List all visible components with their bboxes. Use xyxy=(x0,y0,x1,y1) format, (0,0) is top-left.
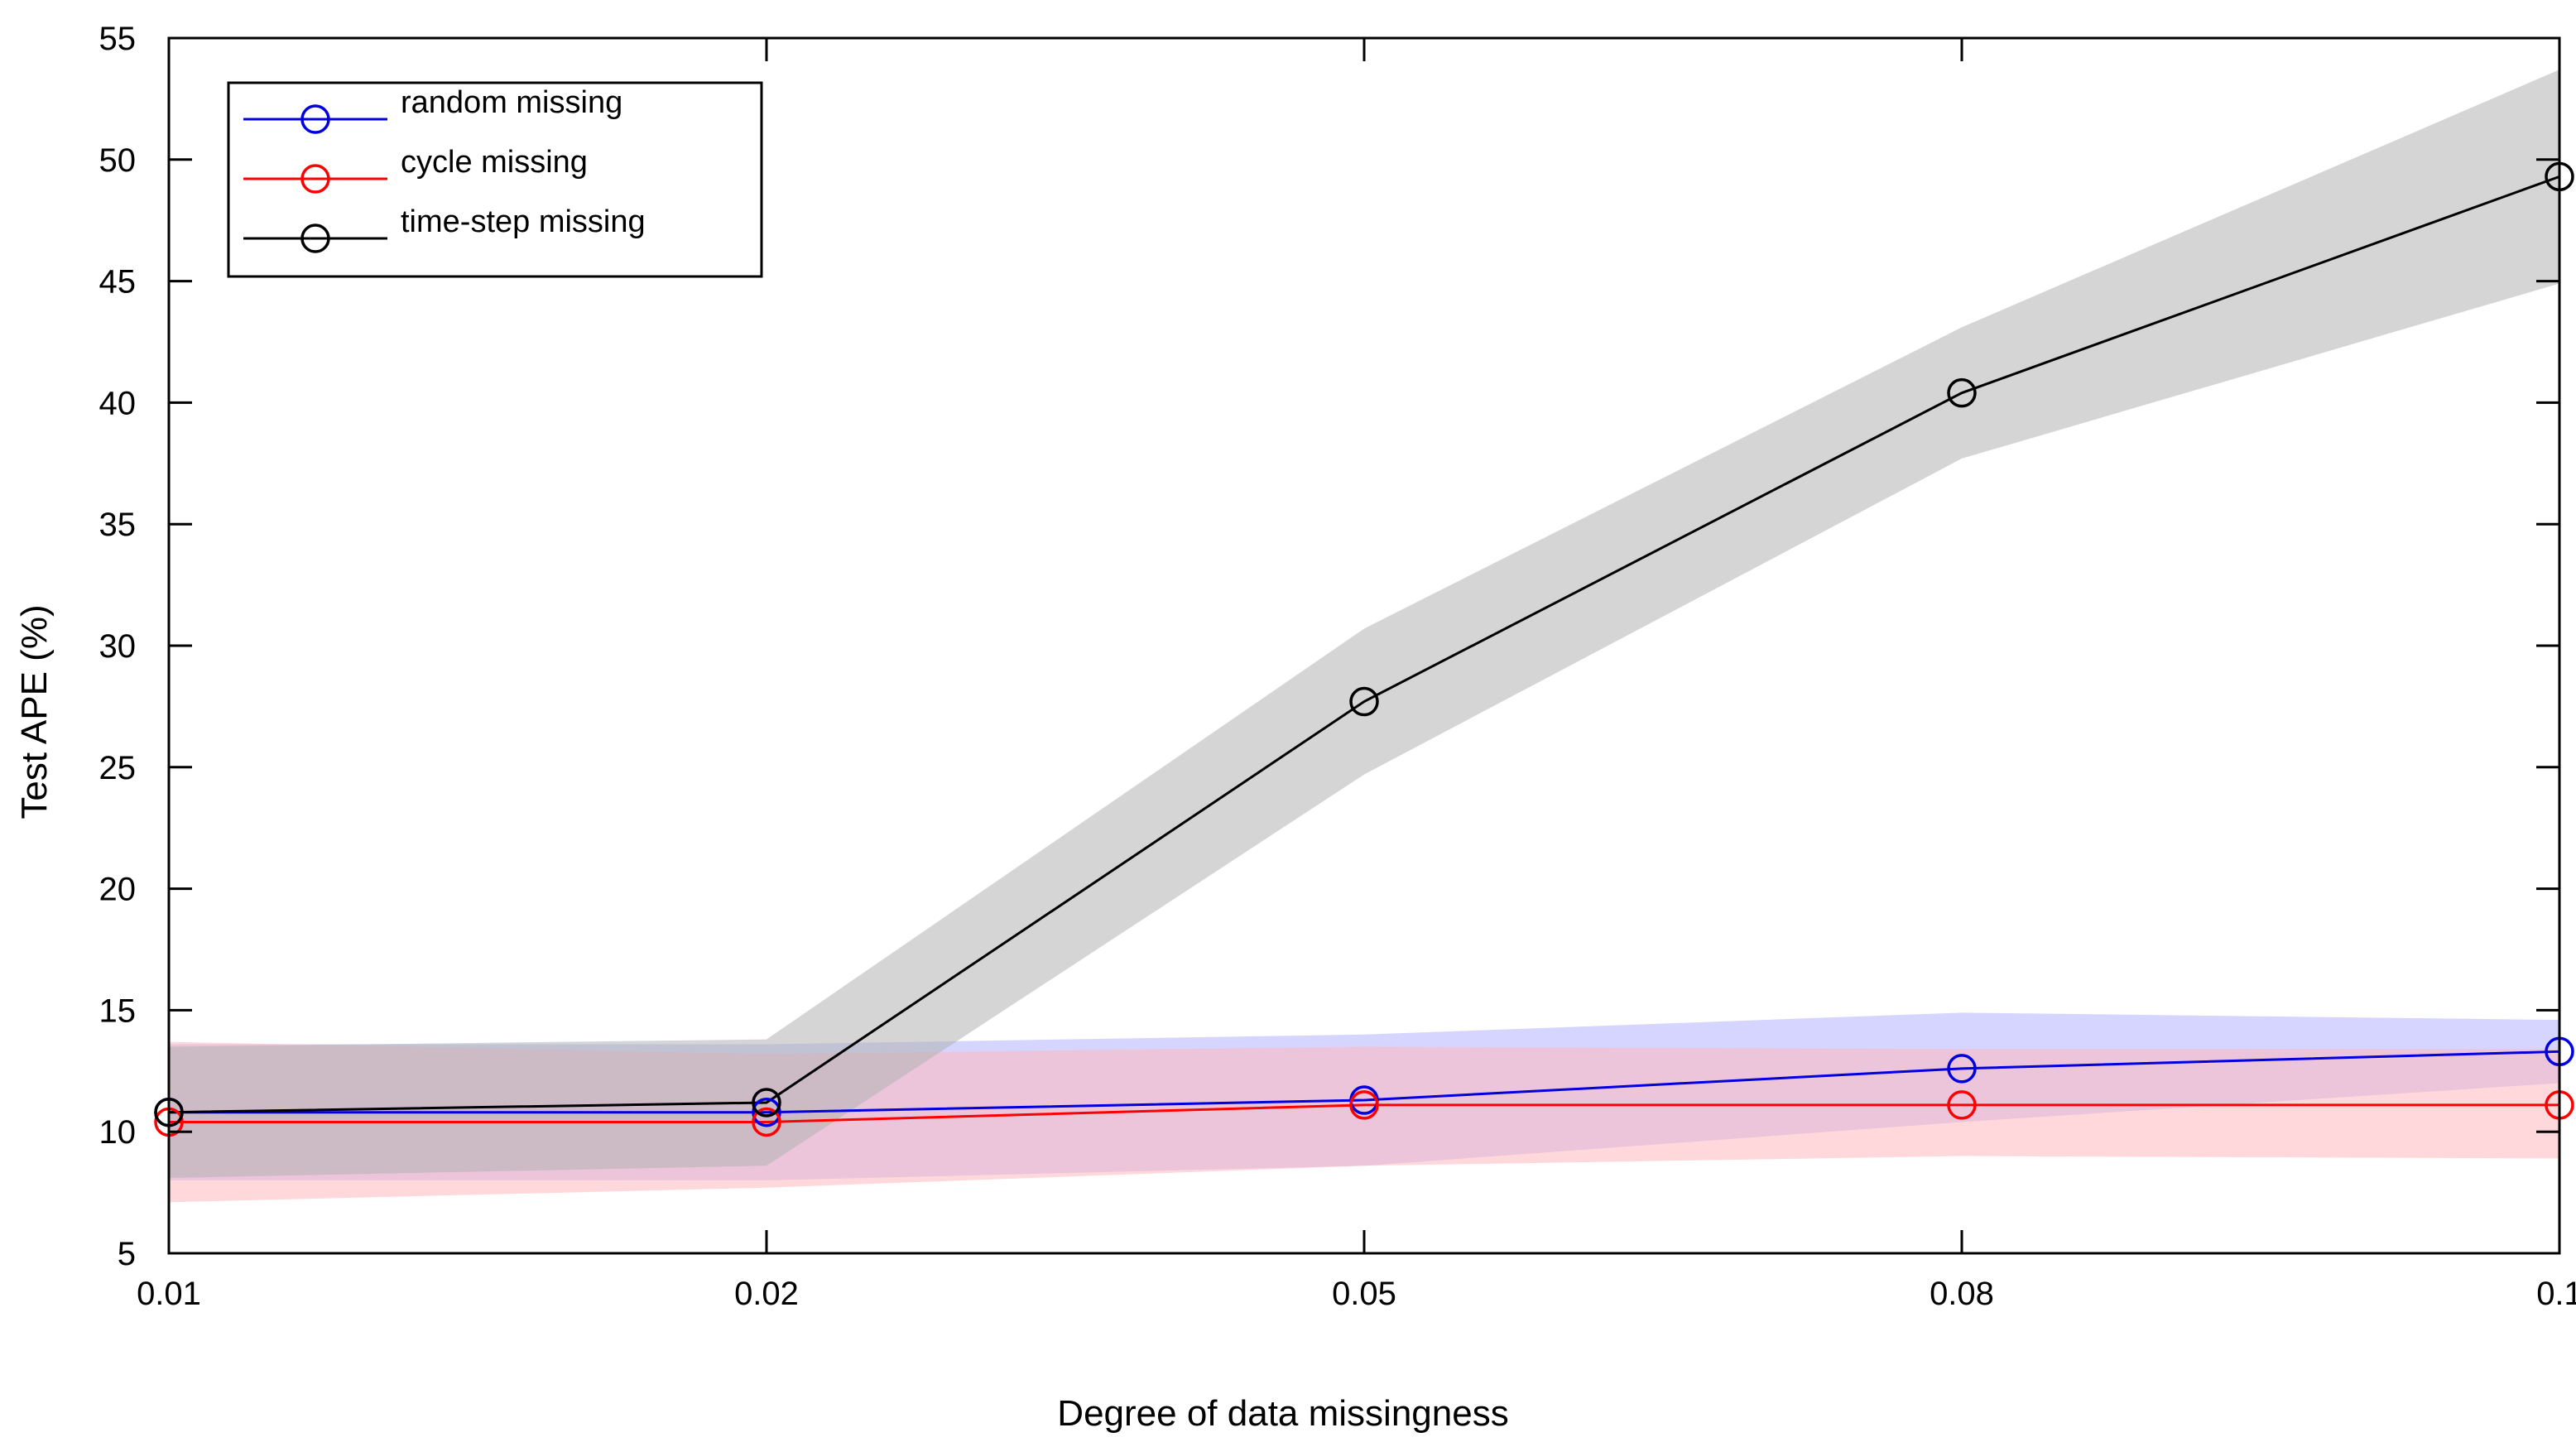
cycle-missing-marker xyxy=(752,1107,781,1137)
x-tick-label: 0.05 xyxy=(1332,1276,1396,1312)
y-tick-label: 15 xyxy=(99,993,137,1029)
random-missing-marker xyxy=(752,1097,781,1127)
x-axis-label: Degree of data missingness xyxy=(1057,1393,1508,1434)
cycle-missing-line xyxy=(169,1103,2559,1123)
cycle-missing-marker xyxy=(1349,1090,1379,1120)
cycle-missing-marker xyxy=(1947,1090,1977,1120)
legend-label: time-step missing xyxy=(401,204,646,239)
legend-marker xyxy=(300,164,330,194)
legend: random missing cycle missing time-step mis… xyxy=(227,81,763,278)
y-axis: 5 10 15 20 25 30 35 40 45 50 55 xyxy=(99,21,2559,1272)
x-tick-label: 0.01 xyxy=(137,1276,201,1312)
time-step-missing-marker xyxy=(752,1088,781,1118)
time-step-missing-marker xyxy=(1349,686,1379,717)
random-missing-line xyxy=(169,1050,2560,1114)
x-tick-label: 0.08 xyxy=(1930,1276,1994,1312)
y-tick-label: 30 xyxy=(99,628,137,665)
x-tick-label: 0.02 xyxy=(734,1276,799,1312)
y-tick-label: 40 xyxy=(99,385,137,421)
legend-items: random missing cycle missing time-step mis… xyxy=(243,85,646,253)
legend-marker xyxy=(300,224,330,253)
random-missing-marker xyxy=(1947,1054,1977,1084)
x-axis: 0.01 0.02 0.05 0.08 0.1 xyxy=(137,38,2576,1312)
y-tick-label: 35 xyxy=(99,507,137,543)
time-step-missing-marker xyxy=(1947,377,1977,408)
y-tick-label: 5 xyxy=(118,1236,136,1272)
legend-marker xyxy=(300,104,330,134)
legend-label: random missing xyxy=(401,85,622,120)
time-step-missing-line xyxy=(168,175,2560,1114)
y-tick-label: 45 xyxy=(99,264,137,300)
y-axis-label: Test APE (%) xyxy=(14,604,55,819)
series-lines xyxy=(168,175,2560,1123)
y-tick-label: 20 xyxy=(99,872,137,908)
y-tick-label: 25 xyxy=(99,750,137,786)
y-tick-label: 55 xyxy=(99,21,137,57)
y-tick-label: 10 xyxy=(99,1114,137,1151)
legend-label: cycle missing xyxy=(401,145,588,180)
y-tick-label: 50 xyxy=(99,142,137,179)
time-step-missing-band xyxy=(169,70,2559,1178)
x-tick-label: 0.1 xyxy=(2536,1276,2576,1312)
